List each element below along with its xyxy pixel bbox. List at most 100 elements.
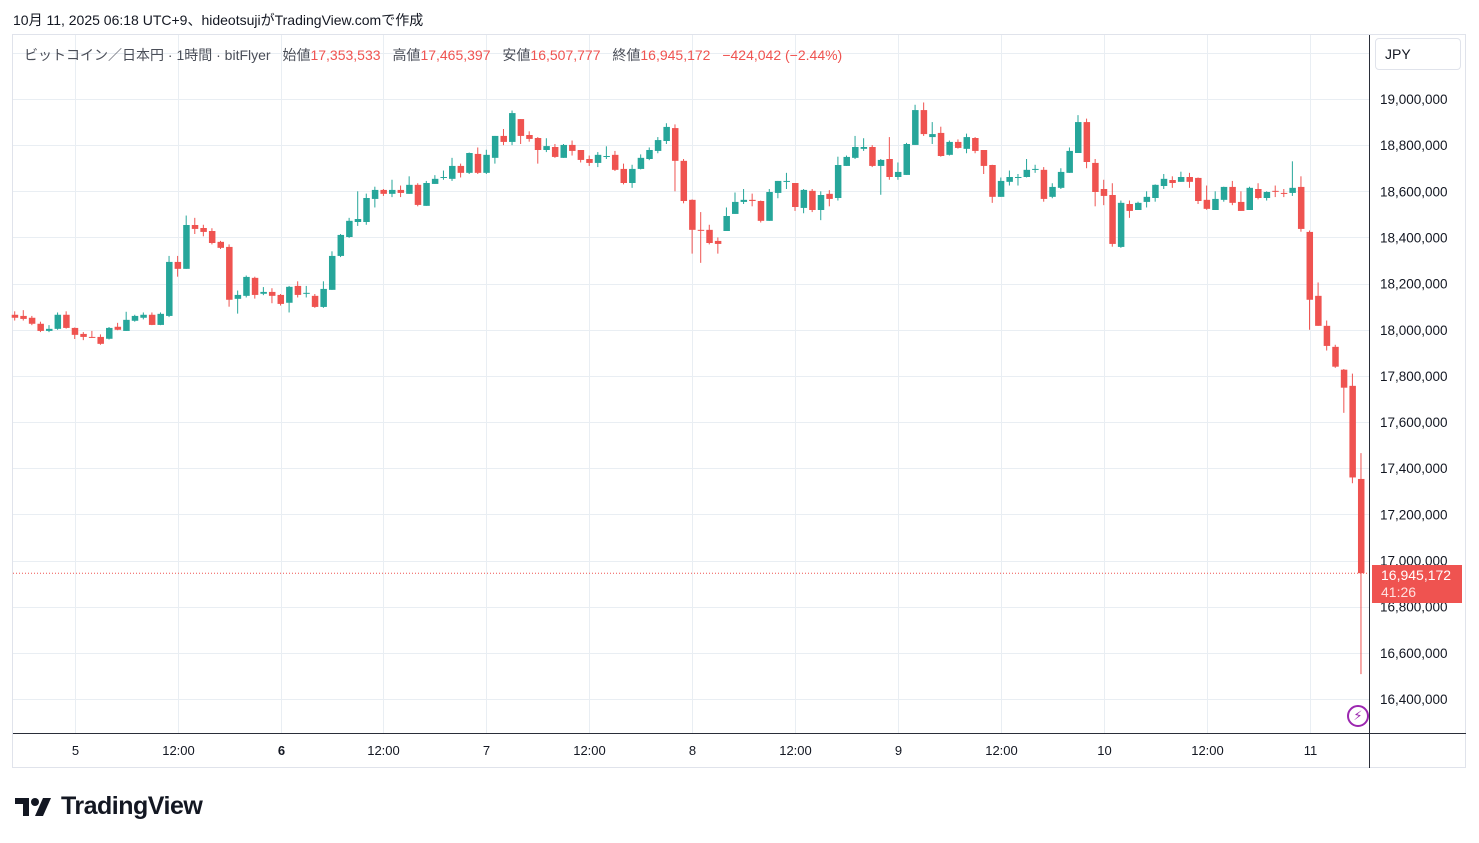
candle-up xyxy=(106,327,113,340)
candle-body xyxy=(1092,162,1099,192)
candle-down xyxy=(37,321,44,333)
candle-body xyxy=(1349,385,1356,478)
candle-down xyxy=(1100,179,1108,206)
candle-up xyxy=(1220,186,1228,202)
candle-body xyxy=(466,153,473,173)
candle-body xyxy=(1023,169,1031,177)
candle-up xyxy=(183,215,190,269)
candle-down xyxy=(500,129,507,146)
candle-body xyxy=(20,315,27,319)
candle-up xyxy=(157,312,164,326)
candle-body xyxy=(1083,122,1091,162)
candle-down xyxy=(920,102,928,136)
candle-down xyxy=(714,237,722,254)
candle-body xyxy=(166,261,173,316)
x-tick-label: 12:00 xyxy=(779,743,812,758)
candle-body xyxy=(714,240,722,244)
candle-body xyxy=(843,156,850,166)
candle-up xyxy=(637,154,645,170)
candle-body xyxy=(191,225,199,229)
last-price-label: 16,945,172 41:26 xyxy=(1372,565,1462,603)
candle-body xyxy=(294,285,302,295)
candle-body xyxy=(629,168,636,183)
candle-body xyxy=(414,184,422,205)
candle-body xyxy=(217,241,224,248)
candle-body xyxy=(543,146,550,150)
high-label: 高値 xyxy=(392,47,421,63)
close-label: 終値 xyxy=(612,47,641,63)
candle-up xyxy=(1066,147,1073,173)
candle-up xyxy=(646,147,653,161)
candle-up xyxy=(654,137,662,154)
lightning-icon[interactable]: ⚡ xyxy=(1347,705,1369,727)
x-tick-label: 12:00 xyxy=(1191,743,1224,758)
candle-up xyxy=(834,156,842,201)
candle-up xyxy=(903,142,910,175)
candle-body xyxy=(148,314,156,325)
candle-body xyxy=(251,277,259,295)
tradingview-logo[interactable]: TradingView xyxy=(15,792,203,821)
candle-body xyxy=(997,180,1005,197)
candle-body xyxy=(1143,196,1151,202)
candle-body xyxy=(1280,192,1288,194)
x-tick-label: 12:00 xyxy=(162,743,195,758)
candle-body xyxy=(1246,187,1253,210)
candle-body xyxy=(397,189,405,193)
candle-body xyxy=(123,319,130,331)
candle-down xyxy=(1323,320,1331,351)
candle-body xyxy=(937,132,945,156)
candle-down xyxy=(1203,185,1211,210)
candle-up xyxy=(912,104,919,145)
candle-body xyxy=(809,190,816,210)
candle-up xyxy=(140,312,147,320)
candle-body xyxy=(886,159,893,177)
candle-body xyxy=(774,180,782,193)
candle-body xyxy=(1340,369,1348,388)
chart-caption: 10月 11, 2025 06:18 UTC+9、hideotsujiがTrad… xyxy=(13,12,424,28)
candle-body xyxy=(586,159,593,163)
candle-body xyxy=(1049,186,1056,197)
candle-down xyxy=(1280,189,1288,198)
candle-up xyxy=(783,172,790,189)
candle-body xyxy=(1135,202,1142,210)
candle-up xyxy=(423,180,430,206)
x-tick-label: 12:00 xyxy=(985,743,1018,758)
y-tick-label: 18,800,000 xyxy=(1380,138,1448,153)
candle-body xyxy=(243,276,250,296)
candle-body xyxy=(1263,192,1271,198)
candle-body xyxy=(783,180,790,182)
candle-up xyxy=(1212,191,1219,210)
candle-down xyxy=(937,126,945,157)
candle-up xyxy=(243,275,250,298)
candle-body xyxy=(54,314,62,329)
candle-up xyxy=(1289,161,1296,196)
candle-body xyxy=(766,192,773,221)
candle-body xyxy=(1152,184,1159,198)
candle-body xyxy=(200,228,207,232)
candle-body xyxy=(63,314,70,328)
symbol-title[interactable]: ビットコイン／日本円 · 1時間 · bitFlyer xyxy=(24,47,271,63)
candle-up xyxy=(603,146,610,159)
candle-down xyxy=(1306,230,1314,330)
candle-body xyxy=(560,144,567,158)
candle-down xyxy=(526,131,533,142)
candle-body xyxy=(509,113,516,142)
candle-body xyxy=(852,147,859,158)
candle-down xyxy=(20,310,27,321)
candle-down xyxy=(689,199,696,254)
x-tick-label: 7 xyxy=(483,743,490,758)
candle-down xyxy=(697,212,705,263)
candle-body xyxy=(37,323,44,331)
candle-down xyxy=(551,144,559,158)
y-tick-label: 18,000,000 xyxy=(1380,323,1448,338)
candle-body xyxy=(963,137,971,149)
candle-body xyxy=(929,134,936,138)
candle-down xyxy=(1109,183,1116,247)
candle-down xyxy=(380,189,387,196)
brand-name: TradingView xyxy=(61,792,203,820)
ohlc-legend: ビットコイン／日本円 · 1時間 · bitFlyer 始値17,353,533… xyxy=(24,45,842,65)
candle-down xyxy=(1169,176,1176,188)
candle-up xyxy=(740,189,748,204)
currency-button[interactable]: JPY xyxy=(1375,38,1461,70)
